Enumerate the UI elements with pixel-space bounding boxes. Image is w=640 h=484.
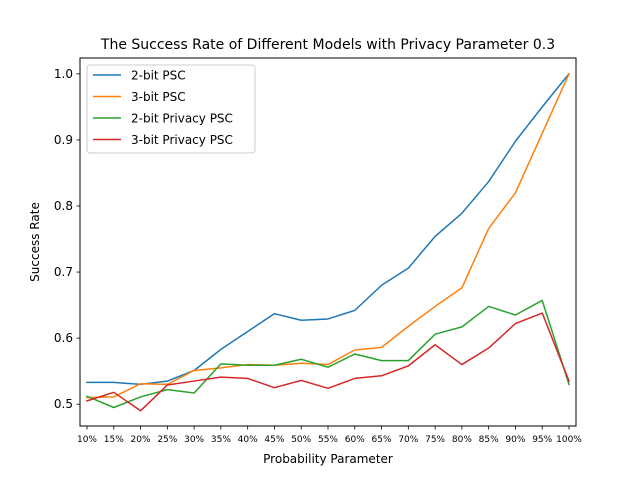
x-tick-label: 10%: [77, 435, 97, 445]
chart-title: The Success Rate of Different Models wit…: [100, 37, 555, 53]
x-tick-label: 85%: [479, 435, 499, 445]
legend-label-2: 3-bit PSC: [131, 90, 186, 104]
y-axis-label: Success Rate: [28, 202, 42, 282]
series-line-1: [86, 72, 571, 386]
x-tick-label: 55%: [318, 435, 338, 445]
x-tick-label: 50%: [291, 435, 311, 445]
x-axis-ticks: 10% 15% 20% 25% 30% 35% 40% 45% 50% 55% 60% 65% 70% 7…: [77, 426, 582, 445]
y-tick-label: 0.7: [54, 265, 73, 279]
x-tick-label: 75%: [425, 435, 445, 445]
legend-label-1: 2-bit PSC: [131, 69, 186, 83]
x-tick-label: 80%: [452, 435, 472, 445]
y-tick-label: 1.0: [54, 67, 73, 81]
legend: 2-bit PSC 3-bit PSC 2-bit Privacy PSC 3-bit…: [86, 64, 256, 154]
x-tick-label: 90%: [505, 435, 525, 445]
legend-frame: [86, 64, 256, 154]
x-axis-label: Probability Parameter: [263, 452, 393, 466]
x-tick-label: 15%: [104, 435, 124, 445]
legend-label-3: 2-bit Privacy PSC: [131, 112, 233, 126]
x-tick-label: 20%: [131, 435, 151, 445]
x-tick-label: 100%: [556, 435, 582, 445]
x-tick-label: 30%: [184, 435, 204, 445]
legend-label-4: 3-bit Privacy PSC: [131, 133, 233, 147]
y-tick-label: 0.9: [54, 133, 73, 147]
x-tick-label: 60%: [345, 435, 365, 445]
x-tick-label: 40%: [238, 435, 258, 445]
series-line-4: [86, 312, 570, 412]
x-tick-label: 35%: [211, 435, 231, 445]
series-layer: [86, 72, 571, 412]
x-tick-label: 25%: [157, 435, 177, 445]
y-tick-label: 0.6: [54, 331, 73, 345]
x-tick-label: 70%: [398, 435, 418, 445]
x-tick-label: 65%: [372, 435, 392, 445]
y-axis-ticks: 0.5 0.6 0.7 0.8 0.9 1.0: [54, 67, 80, 411]
series-line-3: [86, 299, 570, 409]
x-tick-label: 45%: [264, 435, 284, 445]
y-tick-label: 0.5: [54, 397, 73, 411]
y-tick-label: 0.8: [54, 199, 73, 213]
x-tick-label: 95%: [532, 435, 552, 445]
